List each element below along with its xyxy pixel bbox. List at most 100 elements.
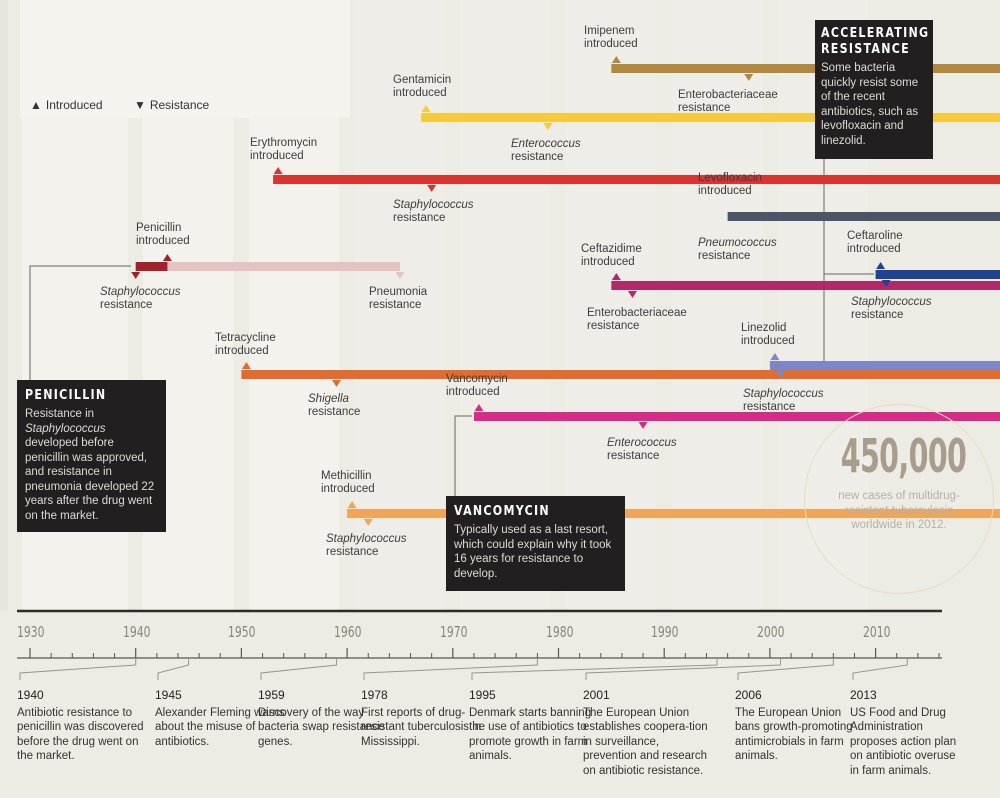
- label-text: Shigella: [308, 393, 349, 405]
- methicillin-resistance-marker: [363, 519, 373, 526]
- event-leader-line: [157, 658, 190, 680]
- axis-tick-label: 1970: [439, 623, 468, 641]
- label-text: Pneumonia: [369, 286, 428, 298]
- label-text: Enterococcus: [607, 437, 677, 449]
- event-year: 1995: [469, 688, 496, 702]
- event-text: Antibiotic resistance to penicillin was …: [17, 706, 144, 763]
- label-text: developed before penicillin was approved…: [25, 437, 155, 522]
- ceftazidime-resistance-marker: [627, 291, 637, 298]
- vancomycin-introduced-marker: [474, 404, 484, 411]
- linezolid-resistance-marker: [775, 371, 785, 378]
- erythromycin-bar: [273, 175, 1000, 184]
- label-text: Resistance: [149, 98, 210, 112]
- gentamicin-intro-label: Gentamicin introduced: [393, 74, 451, 100]
- penicillin-callout-connector: [29, 265, 131, 380]
- label-text: Ceftazidime: [581, 243, 642, 255]
- ceftazidime-intro-label: Ceftazidime introduced: [581, 243, 642, 269]
- label-text: introduced: [581, 256, 635, 268]
- axis-tick-label: 1940: [122, 623, 151, 641]
- callout-title: PENICILLIN: [25, 388, 107, 403]
- linezolid-intro-label: Linezolid introduced: [741, 322, 795, 348]
- label-text: Gentamicin: [393, 74, 452, 86]
- callout-title: ACCELERATING RESISTANCE: [821, 26, 928, 58]
- background-stripe: [355, 0, 445, 610]
- callout-body: Some bacteria quickly resist some of the…: [821, 62, 919, 147]
- event-text: Denmark starts banning the use of antibi…: [469, 706, 592, 763]
- timeline-event: 2001 The European Union establishes coope…: [583, 688, 713, 778]
- callout-body: Resistance in Staphylococcus developed b…: [25, 407, 158, 523]
- event-text: The European Union bans growth-promoting…: [735, 706, 853, 763]
- linezolid-resistance-label: Staphylococcus resistance: [743, 388, 824, 414]
- event-year: 1940: [17, 688, 44, 702]
- linezolid-bar: [769, 361, 1000, 370]
- label-text: Staphylococcus: [100, 286, 181, 298]
- tetracycline-introduced-marker: [241, 362, 251, 369]
- accelerating-resistance-callout: ACCELERATING RESISTANCE Some bacteria qui…: [815, 20, 933, 159]
- label-text: introduced: [321, 483, 375, 495]
- label-text: resistance: [100, 299, 153, 311]
- event-year: 1978: [361, 688, 388, 702]
- vancomycin-intro-label: Vancomycin introduced: [446, 373, 508, 399]
- ceftaroline-intro-label: Ceftaroline introduced: [847, 230, 903, 256]
- vancomycin-callout: VANCOMYCIN Typically used as a last reso…: [446, 496, 625, 591]
- stat-value: 450,000: [840, 429, 967, 483]
- erythromycin-resistance-label: Staphylococcus resistance: [393, 199, 474, 225]
- label-text: resistance: [587, 320, 640, 332]
- erythromycin-intro-label: Erythromycin introduced: [250, 137, 317, 163]
- event-year: 2006: [735, 688, 762, 702]
- levofloxacin-resistance-label: Pneumococcus resistance: [698, 237, 777, 263]
- legend-introduced: ▲ Introduced: [30, 98, 117, 112]
- penicillin-pneumonia-resistance-label: Pneumonia resistance: [369, 286, 427, 312]
- methicillin-resistance-label: Staphylococcus resistance: [326, 533, 407, 559]
- penicillin-pneumonia-resistance-marker: [395, 272, 405, 279]
- penicillin-staph-resistance-marker: [131, 272, 141, 279]
- label-text: Methicillin: [321, 470, 372, 482]
- label-text: introduced: [250, 150, 304, 162]
- timeline-event: 1995 Denmark starts banning the use of an…: [469, 688, 599, 764]
- ceftaroline-introduced-marker: [876, 262, 886, 269]
- label-text: Ceftaroline: [847, 230, 903, 242]
- levofloxacin-bar: [727, 212, 1000, 221]
- penicillin-callout: PENICILLIN Resistance in Staphylococcus …: [17, 380, 166, 532]
- axis-tick-label: 2000: [756, 623, 785, 641]
- linezolid-introduced-marker: [770, 353, 780, 360]
- levofloxacin-intro-label: Levofloxacin introduced: [698, 172, 762, 198]
- label-text: Staphylococcus: [326, 533, 407, 545]
- penicillin-bar: [135, 262, 168, 271]
- imipenem-intro-label: Imipenem introduced: [584, 25, 638, 51]
- label-text: Erythromycin: [250, 137, 318, 149]
- penicillin-introduced-marker: [162, 254, 172, 261]
- label-text: resistance: [698, 250, 751, 262]
- event-leader-line: [260, 658, 338, 680]
- gentamicin-introduced-marker: [421, 105, 431, 112]
- event-leader-line: [363, 658, 538, 680]
- callout-title: VANCOMYCIN: [454, 504, 550, 519]
- label-text: Tetracycline: [215, 332, 276, 344]
- label-text: Vancomycin: [446, 373, 508, 385]
- label-text: Penicillin: [136, 222, 182, 234]
- label-text: Staphylococcus: [25, 422, 106, 435]
- event-leader-line: [471, 658, 718, 680]
- legend-resistance: ▼ Resistance: [134, 98, 223, 112]
- background-stripe: [672, 0, 762, 610]
- event-leader-line: [19, 658, 137, 680]
- label-text: Introduced: [45, 98, 103, 112]
- tetracycline-resistance-label: Shigella resistance: [308, 393, 360, 419]
- gentamicin-bar: [421, 113, 1000, 122]
- label-text: resistance: [607, 450, 660, 462]
- stat-caption: new cases of multidrug-resistant tubercu…: [838, 490, 960, 531]
- label-text: resistance: [393, 212, 446, 224]
- event-year: 2013: [850, 688, 877, 702]
- timeline-event: 1940 Antibiotic resistance to penicillin …: [17, 688, 147, 764]
- legend-backdrop: [20, 0, 350, 118]
- label-text: introduced: [136, 235, 190, 247]
- label-text: Resistance in: [25, 408, 95, 420]
- label-text: resistance: [326, 546, 379, 558]
- timeline-event: 2013 US Food and Drug Administration prop…: [850, 688, 965, 778]
- ceftazidime-bar: [611, 281, 1000, 290]
- timeline-event: 1978 First reports of drug-resistant tube…: [361, 688, 491, 749]
- label-text: resistance: [511, 151, 564, 163]
- imipenem-resistance-label: Enterobacteriaceae resistance: [678, 89, 778, 115]
- label-text: introduced: [847, 243, 901, 255]
